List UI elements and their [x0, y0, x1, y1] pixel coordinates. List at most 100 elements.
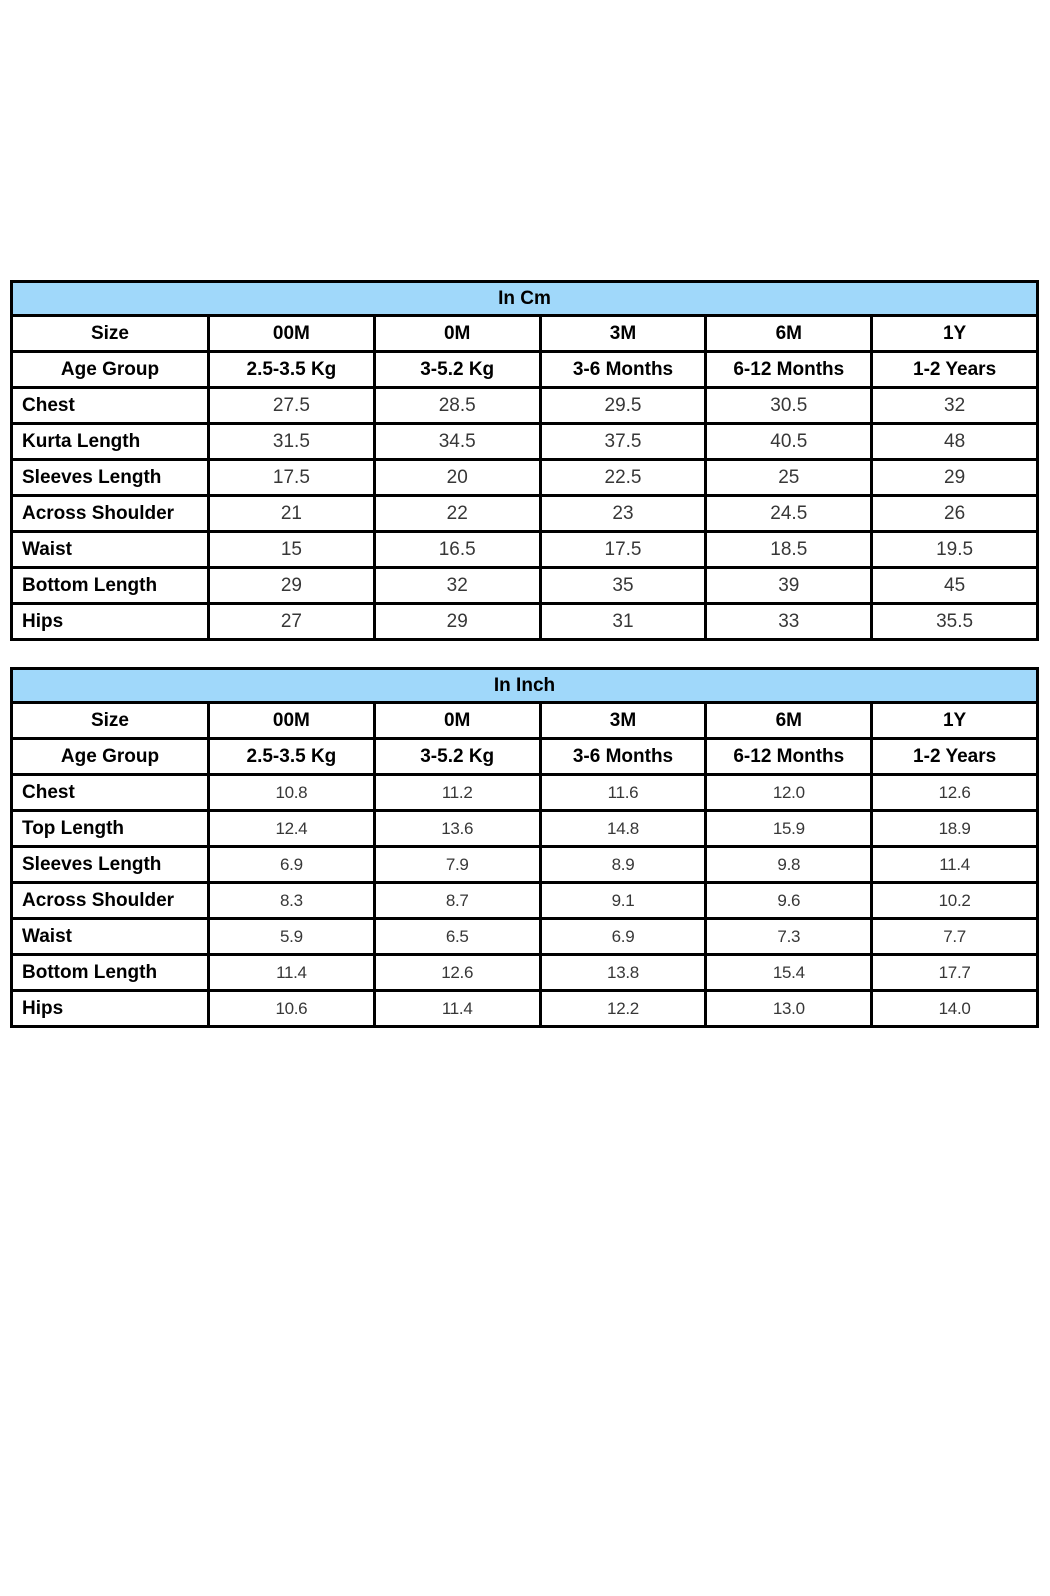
value-cell: 9.8 — [704, 845, 874, 884]
age-header-value: 3-5.2 Kg — [372, 737, 542, 776]
value-cell: 11.6 — [538, 773, 708, 812]
value-cell: 15.9 — [704, 809, 874, 848]
value-cell: 13.8 — [538, 953, 708, 992]
value-cell: 31.5 — [207, 422, 376, 461]
value-cell: 7.3 — [704, 917, 874, 956]
row-label: Across Shoulder — [10, 881, 210, 920]
value-cell: 37.5 — [538, 422, 708, 461]
table-title: In Inch — [9, 667, 1040, 704]
age-header-value: 6-12 Months — [704, 737, 874, 776]
value-cell: 6.9 — [207, 845, 376, 884]
value-cell: 11.2 — [372, 773, 542, 812]
size-chart-document: In Cm Size 00M 0M 3M 6M 1Y Age Group 2.5-3.5 Kg 3… — [9, 280, 1040, 1028]
value-cell: 30.5 — [704, 386, 874, 425]
measurement-row: Across Shoulder 21 22 23 24.5 26 — [10, 494, 1040, 533]
measurement-row: Sleeves Length 6.9 7.9 8.9 9.8 11.4 — [10, 845, 1040, 884]
row-label: Bottom Length — [10, 953, 210, 992]
row-label: Top Length — [10, 809, 210, 848]
row-label: Kurta Length — [10, 422, 210, 461]
size-table-inch: In Inch Size 00M 0M 3M 6M 1Y Age Group 2.5-3.5 K… — [9, 667, 1040, 1028]
row-label: Hips — [10, 989, 210, 1028]
age-header-value: 1-2 Years — [870, 350, 1040, 389]
size-header-label: Size — [10, 701, 210, 740]
value-cell: 29 — [207, 566, 376, 605]
value-cell: 27 — [207, 602, 376, 641]
value-cell: 5.9 — [207, 917, 376, 956]
value-cell: 21 — [207, 494, 376, 533]
value-cell: 18.9 — [870, 809, 1040, 848]
table-title-row: In Inch — [9, 667, 1040, 704]
value-cell: 14.8 — [538, 809, 708, 848]
measurement-row: Hips 27 29 31 33 35.5 — [10, 602, 1040, 641]
value-cell: 7.7 — [870, 917, 1040, 956]
value-cell: 11.4 — [207, 953, 376, 992]
value-cell: 10.8 — [207, 773, 376, 812]
row-label: Across Shoulder — [10, 494, 210, 533]
value-cell: 12.6 — [870, 773, 1040, 812]
row-label: Chest — [10, 773, 210, 812]
value-cell: 35.5 — [870, 602, 1040, 641]
measurement-row: Sleeves Length 17.5 20 22.5 25 29 — [10, 458, 1040, 497]
value-cell: 11.4 — [870, 845, 1040, 884]
row-label: Sleeves Length — [10, 458, 210, 497]
measurement-row: Top Length 12.4 13.6 14.8 15.9 18.9 — [10, 809, 1040, 848]
value-cell: 6.9 — [538, 917, 708, 956]
value-cell: 28.5 — [372, 386, 542, 425]
measurement-row: Bottom Length 29 32 35 39 45 — [10, 566, 1040, 605]
size-header-row: Size 00M 0M 3M 6M 1Y — [10, 701, 1040, 740]
measurement-row: Kurta Length 31.5 34.5 37.5 40.5 48 — [10, 422, 1040, 461]
age-header-value: 2.5-3.5 Kg — [207, 737, 376, 776]
measurement-row: Across Shoulder 8.3 8.7 9.1 9.6 10.2 — [10, 881, 1040, 920]
value-cell: 33 — [704, 602, 874, 641]
value-cell: 7.9 — [372, 845, 542, 884]
value-cell: 10.6 — [207, 989, 376, 1028]
size-header-row: Size 00M 0M 3M 6M 1Y — [10, 314, 1040, 353]
value-cell: 31 — [538, 602, 708, 641]
value-cell: 35 — [538, 566, 708, 605]
age-header-value: 6-12 Months — [704, 350, 874, 389]
size-header-value: 3M — [538, 314, 708, 353]
value-cell: 32 — [870, 386, 1040, 425]
size-header-value: 0M — [372, 314, 542, 353]
value-cell: 22.5 — [538, 458, 708, 497]
value-cell: 24.5 — [704, 494, 874, 533]
value-cell: 32 — [372, 566, 542, 605]
value-cell: 29 — [870, 458, 1040, 497]
value-cell: 10.2 — [870, 881, 1040, 920]
value-cell: 29.5 — [538, 386, 708, 425]
value-cell: 48 — [870, 422, 1040, 461]
value-cell: 8.3 — [207, 881, 376, 920]
row-label: Hips — [10, 602, 210, 641]
age-header-value: 1-2 Years — [870, 737, 1040, 776]
age-header-value: 3-5.2 Kg — [372, 350, 542, 389]
row-label: Chest — [10, 386, 210, 425]
value-cell: 12.2 — [538, 989, 708, 1028]
measurement-row: Bottom Length 11.4 12.6 13.8 15.4 17.7 — [10, 953, 1040, 992]
value-cell: 23 — [538, 494, 708, 533]
row-label: Waist — [10, 530, 210, 569]
value-cell: 20 — [372, 458, 542, 497]
age-header-value: 3-6 Months — [538, 737, 708, 776]
table-title: In Cm — [9, 280, 1040, 317]
row-label: Sleeves Length — [10, 845, 210, 884]
value-cell: 15.4 — [704, 953, 874, 992]
size-table-cm: In Cm Size 00M 0M 3M 6M 1Y Age Group 2.5-3.5 Kg 3… — [9, 280, 1040, 641]
measurement-row: Hips 10.6 11.4 12.2 13.0 14.0 — [10, 989, 1040, 1028]
value-cell: 34.5 — [372, 422, 542, 461]
value-cell: 26 — [870, 494, 1040, 533]
value-cell: 16.5 — [372, 530, 542, 569]
value-cell: 45 — [870, 566, 1040, 605]
value-cell: 22 — [372, 494, 542, 533]
value-cell: 6.5 — [372, 917, 542, 956]
value-cell: 17.7 — [870, 953, 1040, 992]
value-cell: 14.0 — [870, 989, 1040, 1028]
measurement-row: Waist 15 16.5 17.5 18.5 19.5 — [10, 530, 1040, 569]
age-header-row: Age Group 2.5-3.5 Kg 3-5.2 Kg 3-6 Months 6-1… — [10, 350, 1040, 389]
size-table-cm-body: In Cm Size 00M 0M 3M 6M 1Y Age Group 2.5-3.5 Kg 3… — [9, 280, 1040, 641]
value-cell: 40.5 — [704, 422, 874, 461]
size-table-inch-body: In Inch Size 00M 0M 3M 6M 1Y Age Group 2.5-3.5 K… — [9, 667, 1040, 1028]
measurement-row: Waist 5.9 6.5 6.9 7.3 7.7 — [10, 917, 1040, 956]
age-header-value: 3-6 Months — [538, 350, 708, 389]
value-cell: 8.9 — [538, 845, 708, 884]
size-header-value: 6M — [704, 314, 874, 353]
